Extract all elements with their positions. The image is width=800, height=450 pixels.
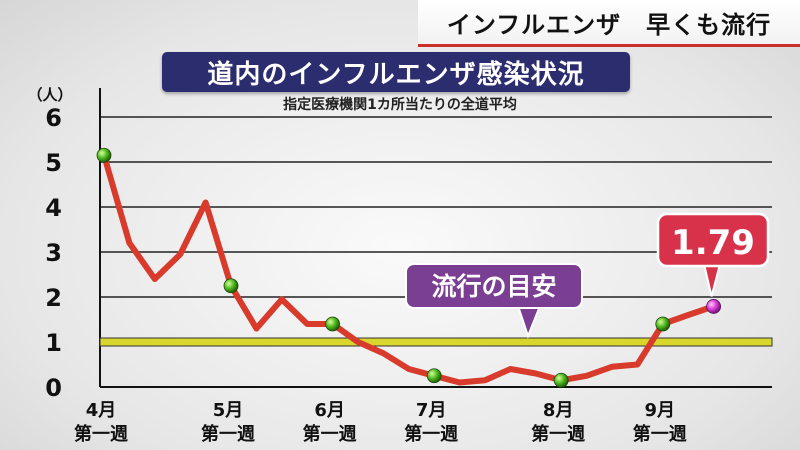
x-tick-week-label: 第一週	[633, 423, 687, 445]
data-line	[101, 152, 717, 386]
y-tick-label: 1	[45, 329, 62, 357]
y-tick-label: 0	[45, 374, 62, 402]
y-tick-label: 4	[45, 194, 62, 222]
highlight-value-label: 1.79	[671, 223, 755, 263]
highlight-callout-pointer	[702, 263, 722, 297]
x-tick-month-label: 6月	[314, 400, 345, 421]
highlight-callout	[656, 212, 770, 268]
data-point	[655, 316, 671, 332]
y-tick-label: 2	[45, 284, 62, 312]
x-tick-week-label: 第一週	[303, 423, 357, 445]
x-tick-week-label: 第一週	[404, 423, 458, 445]
x-tick-week-label: 第一週	[201, 423, 255, 445]
data-point	[553, 372, 569, 388]
x-tick-month-label: 9月	[645, 400, 676, 421]
y-tick-label: 6	[45, 104, 62, 132]
chart-title: 道内のインフルエンザ感染状況	[162, 52, 630, 92]
y-tick-label: 3	[45, 239, 62, 267]
threshold-callout-pointer	[516, 305, 542, 339]
y-tick-label: 5	[45, 149, 62, 177]
threshold-callout	[405, 263, 583, 309]
x-tick-month-label: 5月	[213, 400, 244, 421]
data-point	[426, 368, 442, 384]
x-tick-month-label: 4月	[86, 400, 117, 421]
x-tick-month-label: 8月	[543, 400, 574, 421]
threshold-label: 流行の目安	[431, 272, 556, 301]
x-tick-week-label: 第一週	[74, 423, 128, 445]
chart-subtitle: 指定医療機関1カ所当たりの全道平均	[283, 97, 517, 113]
x-tick-month-label: 7月	[416, 400, 447, 421]
data-point	[223, 278, 239, 294]
x-tick-week-label: 第一週	[531, 423, 585, 445]
y-unit-label: （人）	[27, 86, 72, 104]
data-point	[325, 316, 341, 332]
data-point	[96, 147, 112, 163]
highlight-point	[706, 299, 721, 314]
threshold-line	[99, 337, 773, 347]
corner-title: インフルエンザ 早くも流行	[418, 0, 800, 47]
